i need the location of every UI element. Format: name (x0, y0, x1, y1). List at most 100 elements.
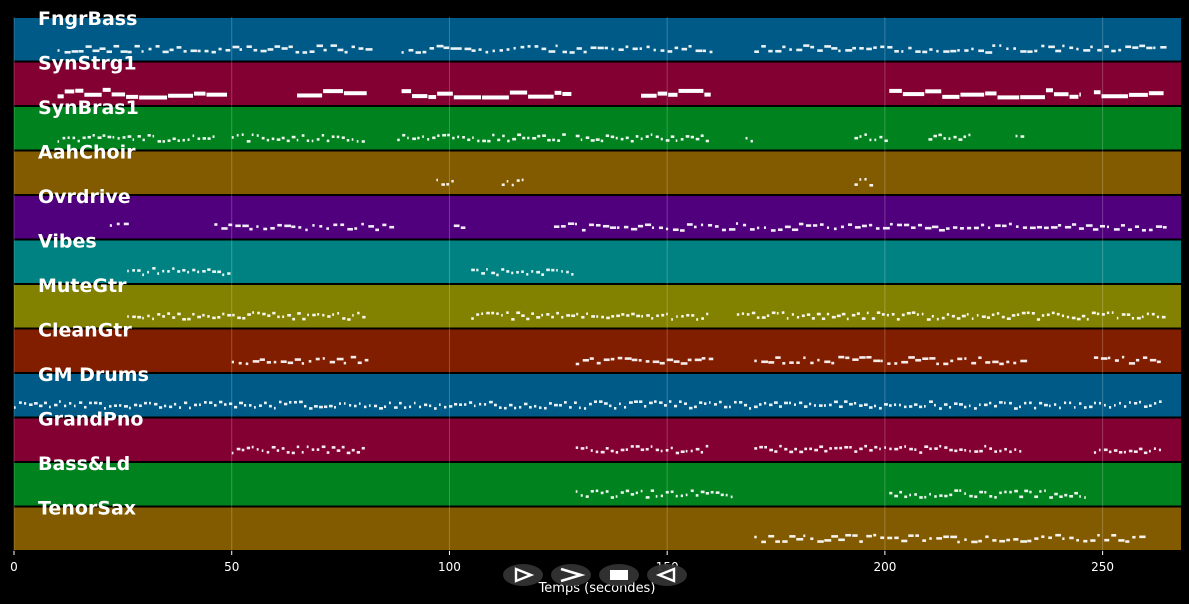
note-mark (655, 135, 659, 139)
note-mark (351, 45, 355, 49)
note-mark (415, 51, 421, 54)
play-button[interactable] (503, 564, 543, 586)
note-mark (725, 493, 728, 497)
note-mark (1148, 228, 1153, 232)
note-mark (1156, 315, 1160, 319)
note-segment (397, 133, 566, 143)
track-label: Ovrdrive (38, 186, 131, 208)
note-mark (419, 405, 422, 409)
note-mark (756, 226, 760, 230)
note-mark (207, 268, 211, 271)
note-mark (909, 405, 913, 408)
note-mark (117, 137, 120, 140)
note-mark (769, 448, 774, 452)
note-mark (831, 47, 838, 50)
note-mark (710, 490, 714, 494)
note-mark (354, 404, 357, 408)
note-mark (339, 402, 341, 405)
note-mark (179, 406, 182, 409)
note-mark (824, 360, 831, 364)
note-mark (306, 139, 310, 143)
note-mark (506, 311, 509, 314)
note-mark (127, 315, 129, 318)
note-mark (576, 47, 582, 50)
note-mark (343, 361, 347, 365)
note-mark (685, 449, 688, 453)
note-mark (62, 136, 66, 140)
note-mark (292, 317, 296, 321)
note-segment (754, 533, 1146, 544)
note-mark (845, 356, 850, 360)
note-mark (768, 49, 773, 53)
note-mark (429, 47, 435, 50)
stop-button[interactable] (599, 564, 639, 586)
note-mark (231, 360, 234, 364)
note-mark (1121, 313, 1126, 316)
note-mark (337, 312, 340, 315)
note-mark (1108, 450, 1112, 454)
note-mark (434, 407, 437, 410)
note-mark (695, 447, 700, 451)
note-mark (476, 268, 479, 272)
rewind-icon (655, 567, 676, 583)
note-mark (324, 405, 328, 409)
note-mark (1093, 356, 1099, 359)
note-mark (207, 137, 211, 140)
note-mark (531, 270, 534, 273)
note-mark (745, 136, 748, 140)
rewind-button[interactable] (647, 564, 687, 586)
note-mark (704, 92, 711, 97)
note-mark (595, 489, 599, 493)
note-mark (114, 404, 117, 407)
note-mark (994, 450, 998, 453)
note-mark (99, 47, 106, 50)
note-mark (331, 446, 336, 449)
note-segment (471, 268, 574, 277)
note-mark (693, 225, 697, 229)
note-mark (242, 316, 246, 320)
note-mark (919, 451, 923, 454)
note-mark (57, 94, 64, 99)
note-mark (1019, 405, 1021, 409)
note-mark (756, 316, 760, 319)
note-mark (650, 133, 653, 136)
note-mark (1090, 45, 1093, 49)
button-background (503, 564, 543, 586)
note-mark (1139, 400, 1142, 404)
note-mark (779, 444, 782, 448)
note-mark (964, 49, 969, 52)
note-mark (928, 138, 933, 141)
note-mark (859, 135, 862, 138)
note-mark (991, 313, 995, 317)
note-mark (497, 138, 501, 142)
note-mark (484, 403, 487, 406)
note-mark (190, 49, 197, 53)
note-mark (1020, 540, 1028, 543)
note-mark (239, 48, 243, 51)
note-mark (1106, 225, 1110, 229)
note-mark (443, 46, 450, 50)
note-mark (989, 401, 992, 405)
note-mark (594, 400, 598, 404)
note-mark (894, 50, 899, 53)
note-mark (197, 137, 201, 141)
note-mark (649, 401, 653, 405)
note-mark (487, 139, 491, 143)
note-mark (499, 49, 504, 52)
note-mark (886, 313, 889, 317)
note-mark (471, 317, 474, 320)
note-mark (824, 404, 826, 407)
note-mark (915, 358, 922, 362)
note-mark (846, 317, 849, 321)
note-mark (864, 403, 868, 407)
note-mark (401, 51, 404, 54)
note-mark (336, 135, 340, 139)
note-mark (214, 223, 218, 226)
note-mark (984, 490, 987, 494)
note-mark (707, 223, 713, 227)
note-mark (1091, 311, 1096, 315)
note-mark (404, 406, 407, 409)
fast-forward-button[interactable] (551, 564, 591, 586)
note-mark (1001, 315, 1005, 319)
note-mark (705, 444, 709, 448)
